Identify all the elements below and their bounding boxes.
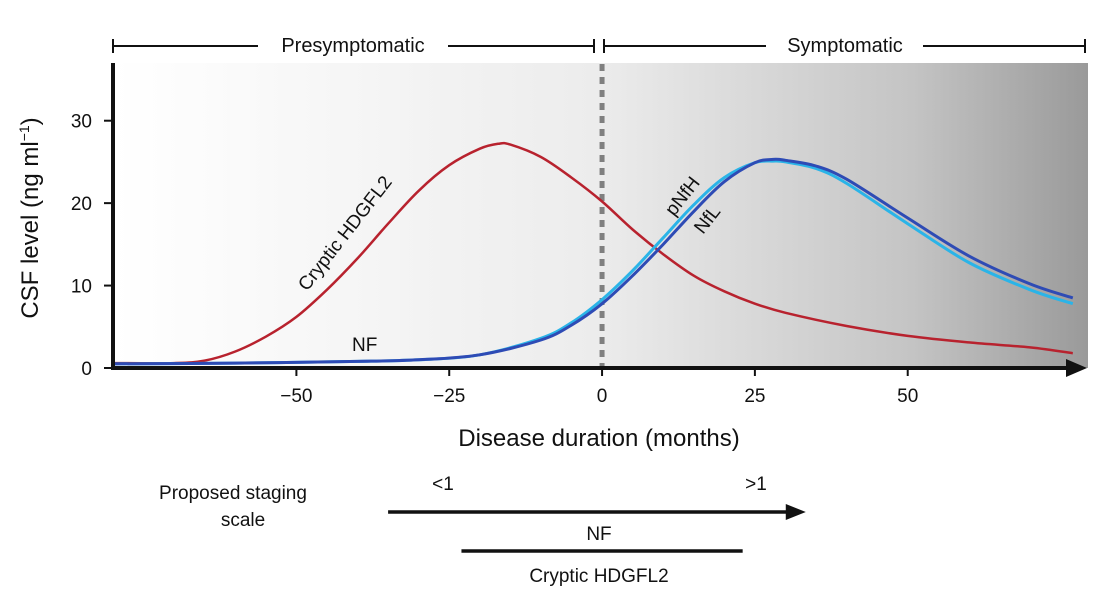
x-tick-label: −25 (433, 386, 465, 407)
series-line-nfl (112, 157, 1074, 366)
staging-low-label: <1 (432, 474, 454, 495)
y-tick-label: 0 (81, 359, 92, 380)
x-axis-arrowhead (1066, 359, 1087, 377)
staging-label-nf: NF (586, 524, 611, 545)
x-tick-label: 25 (744, 386, 765, 407)
staging-title-line2: scale (221, 510, 265, 531)
x-tick-label: 50 (897, 386, 918, 407)
series-line-cryptic-hdgfl2 (112, 141, 1073, 365)
phase-brackets (112, 39, 1086, 53)
x-axis-ticks: −50 −25 0 25 50 (280, 368, 918, 407)
annotation-nf: NF (352, 335, 377, 356)
x-axis-title: Disease duration (months) (458, 425, 739, 452)
y-axis-title: CSF level (ng ml−1) (16, 117, 44, 318)
phase-label-symptomatic: Symptomatic (787, 35, 903, 57)
staging-label-cryptic-hdgfl2: Cryptic HDGFL2 (529, 566, 668, 587)
staging-arrowhead (785, 504, 806, 520)
y-tick-label: 20 (71, 194, 92, 215)
staging-title-line1: Proposed staging (159, 483, 307, 504)
x-tick-label: 0 (597, 386, 608, 407)
x-tick-label: −50 (280, 386, 312, 407)
y-tick-label: 10 (71, 277, 92, 298)
phase-label-presymptomatic: Presymptomatic (281, 35, 424, 57)
staging-high-label: >1 (745, 474, 767, 495)
y-axis-ticks: 0 10 20 30 (71, 112, 113, 380)
y-tick-label: 30 (71, 112, 92, 133)
